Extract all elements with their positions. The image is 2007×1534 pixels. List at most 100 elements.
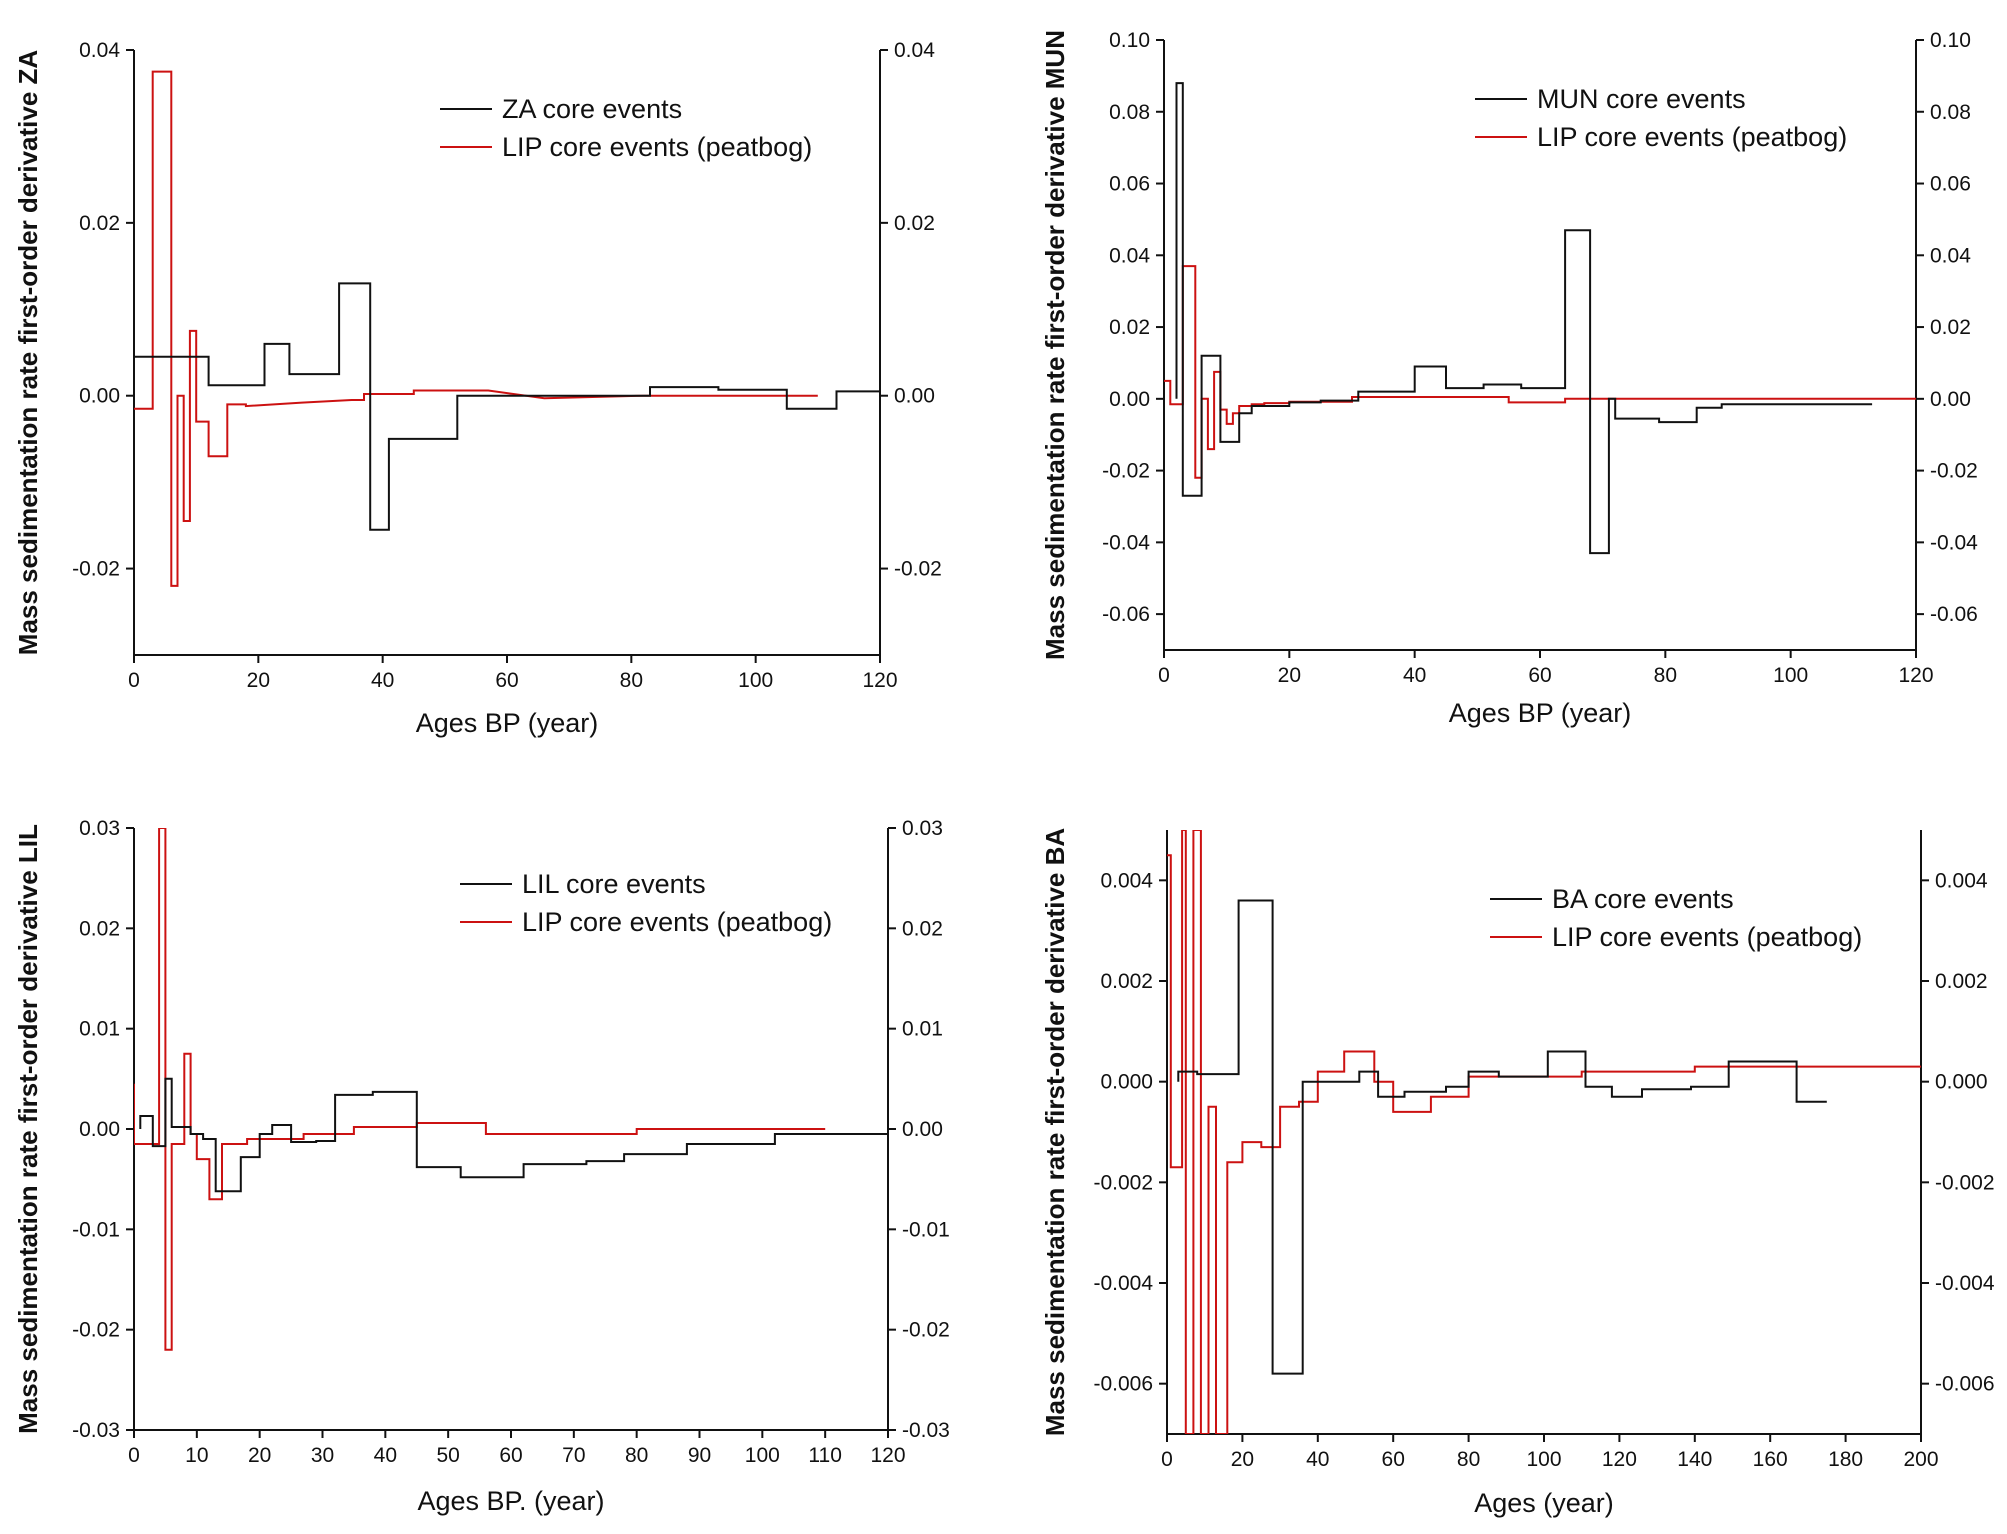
series-line-core (134, 282, 880, 531)
x-tick-label: 110 (808, 1444, 841, 1467)
y-axis-title: Mass sedimentation rate first-order deri… (13, 824, 43, 1434)
x-tick-label: 0 (1161, 1448, 1173, 1471)
x-tick-label: 120 (1898, 664, 1933, 687)
x-tick-label: 50 (436, 1444, 459, 1467)
x-tick-label: 100 (738, 669, 773, 692)
legend-label-core: LIL core events (522, 869, 706, 899)
x-tick-label: 120 (862, 669, 897, 692)
y-tick-label-right: 0.10 (1930, 29, 1971, 52)
y-tick-label-right: 0.00 (894, 385, 935, 408)
x-tick-label: 0 (128, 669, 140, 692)
y-tick-label-right: -0.02 (1930, 460, 1978, 483)
y-tick-label-right: -0.04 (1930, 531, 1978, 554)
y-tick-label-right: 0.06 (1930, 173, 1971, 196)
y-tick-label-left: -0.01 (72, 1218, 120, 1241)
y-tick-label-left: -0.02 (1102, 460, 1150, 483)
y-axis-title: Mass sedimentation rate first-order deri… (1040, 828, 1070, 1437)
x-tick-label: 120 (870, 1444, 905, 1467)
y-tick-label-right: 0.02 (1930, 316, 1971, 339)
y-tick-label-left: 0.00 (1109, 388, 1150, 411)
x-tick-label: 60 (1382, 1448, 1405, 1471)
series-line-lip (1164, 265, 1916, 479)
y-tick-label-left: 0.08 (1109, 101, 1150, 124)
x-tick-label: 80 (625, 1444, 648, 1467)
series-line-lip (1167, 830, 1921, 1434)
y-tick-label-left: 0.10 (1109, 29, 1150, 52)
y-tick-label-right: 0.00 (1930, 388, 1971, 411)
series-line-core (139, 1077, 888, 1193)
y-tick-label-left: 0.02 (1109, 316, 1150, 339)
y-tick-label-left: 0.01 (79, 1018, 120, 1041)
legend-label-core: BA core events (1552, 884, 1734, 914)
y-tick-label-left: -0.06 (1102, 603, 1150, 626)
y-tick-label-left: 0.004 (1100, 869, 1153, 892)
x-tick-label: 30 (311, 1444, 334, 1467)
y-tick-label-left: -0.04 (1102, 531, 1150, 554)
y-tick-label-right: 0.02 (894, 212, 935, 235)
y-tick-label-right: -0.002 (1935, 1171, 1995, 1194)
y-tick-label-right: 0.004 (1935, 869, 1988, 892)
x-tick-label: 80 (1654, 664, 1677, 687)
y-tick-label-left: 0.03 (79, 817, 120, 840)
y-tick-label-left: 0.06 (1109, 173, 1150, 196)
y-tick-label-left: -0.006 (1093, 1373, 1153, 1396)
x-tick-label: 40 (374, 1444, 397, 1467)
panel-mun: 0 20 40 60 80 100 120 -0.06 -0.06 -0.04 -0.04 -0.02… (1040, 29, 1978, 728)
y-tick-label-left: -0.03 (72, 1419, 120, 1442)
x-tick-label: 120 (1602, 1448, 1637, 1471)
panel-za: 0 20 40 60 80 100 120 -0.02 -0.02 0.00 0.00 0.02 0.0… (13, 39, 942, 738)
x-tick-label: 80 (1457, 1448, 1480, 1471)
series-line-core (1175, 82, 1873, 555)
y-tick-label-left: 0.02 (79, 212, 120, 235)
x-tick-label: 70 (562, 1444, 585, 1467)
x-tick-label: 0 (128, 1444, 140, 1467)
y-tick-label-right: -0.02 (902, 1319, 950, 1342)
y-tick-label-left: 0.04 (79, 39, 120, 62)
x-tick-label: 0 (1158, 664, 1170, 687)
y-tick-label-left: 0.000 (1100, 1071, 1153, 1094)
x-tick-label: 20 (248, 1444, 271, 1467)
y-tick-label-right: 0.04 (894, 39, 935, 62)
x-tick-label: 80 (620, 669, 643, 692)
x-tick-label: 90 (688, 1444, 711, 1467)
x-tick-label: 100 (1773, 664, 1808, 687)
y-tick-label-left: -0.004 (1093, 1272, 1153, 1295)
y-tick-label-right: -0.03 (902, 1419, 950, 1442)
x-tick-label: 20 (1231, 1448, 1254, 1471)
y-tick-label-left: 0.002 (1100, 970, 1153, 993)
x-axis-title: Ages BP (year) (1449, 698, 1632, 728)
y-tick-label-right: -0.01 (902, 1218, 950, 1241)
y-tick-label-right: 0.00 (902, 1118, 943, 1141)
panel-lil: 0 10 20 30 40 50 60 70 80 90 100 110 120-0.03 -0.03-0… (13, 817, 950, 1516)
y-tick-label-right: 0.08 (1930, 101, 1971, 124)
y-tick-label-right: -0.02 (894, 558, 942, 581)
x-tick-label: 100 (1526, 1448, 1561, 1471)
legend-label-core: MUN core events (1537, 84, 1746, 114)
x-tick-label: 200 (1903, 1448, 1938, 1471)
panel-ba: 0 20 40 60 80 100 120 140 160 180 200 -0.006 -0.006 -… (1040, 828, 1995, 1518)
y-tick-label-right: 0.03 (902, 817, 943, 840)
x-tick-label: 160 (1753, 1448, 1788, 1471)
y-tick-label-left: 0.04 (1109, 244, 1150, 267)
x-tick-label: 60 (1528, 664, 1551, 687)
x-tick-label: 40 (1306, 1448, 1329, 1471)
y-tick-label-left: -0.02 (72, 558, 120, 581)
y-tick-label-right: 0.04 (1930, 244, 1971, 267)
x-tick-label: 180 (1828, 1448, 1863, 1471)
y-tick-label-left: -0.002 (1093, 1171, 1153, 1194)
y-tick-label-right: -0.004 (1935, 1272, 1995, 1295)
x-axis-title: Ages BP (year) (416, 708, 599, 738)
y-tick-label-right: -0.06 (1930, 603, 1978, 626)
series-line-core (1177, 899, 1827, 1375)
y-tick-label-left: 0.02 (79, 917, 120, 940)
y-tick-label-right: 0.02 (902, 917, 943, 940)
y-tick-label-left: 0.00 (79, 1118, 120, 1141)
y-tick-label-right: -0.006 (1935, 1373, 1995, 1396)
legend-label-lip: LIP core events (peatbog) (1552, 922, 1862, 952)
legend-label-lip: LIP core events (peatbog) (1537, 122, 1847, 152)
legend-label-lip: LIP core events (peatbog) (502, 132, 812, 162)
y-tick-label-right: 0.000 (1935, 1071, 1988, 1094)
series-line-lip (134, 70, 818, 587)
x-tick-label: 20 (1278, 664, 1301, 687)
